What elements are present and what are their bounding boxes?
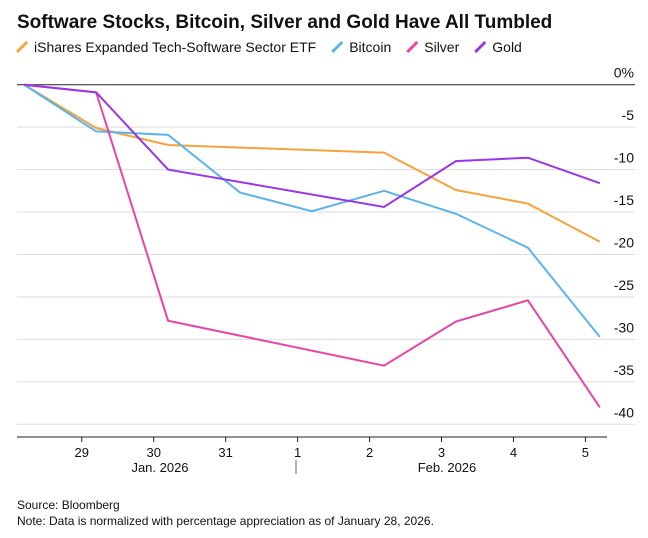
source: Source: Bloomberg <box>17 498 120 512</box>
x-tick-label: 1 <box>294 445 301 460</box>
y-tick-label: -25 <box>614 277 634 293</box>
y-tick-label: -40 <box>614 404 634 420</box>
legend-swatch <box>406 40 419 54</box>
y-tick-label: -20 <box>614 235 634 251</box>
y-tick-label: -10 <box>614 150 634 166</box>
legend-swatch <box>331 40 344 54</box>
chart-title: Software Stocks, Bitcoin, Silver and Gol… <box>17 12 552 33</box>
y-tick-label: 0% <box>614 65 634 81</box>
legend-swatch <box>474 40 487 54</box>
x-tick-label: 29 <box>75 445 89 460</box>
legend-swatch <box>15 40 29 54</box>
note: Note: Data is normalized with percentage… <box>17 514 434 528</box>
series-line <box>23 83 601 338</box>
month-label: Feb. 2026 <box>418 460 477 475</box>
y-tick-label: -15 <box>614 192 634 208</box>
x-tick-label: 31 <box>218 445 232 460</box>
x-tick-label: 3 <box>438 445 445 460</box>
legend-label: Silver <box>424 39 459 55</box>
x-tick-label: 5 <box>582 445 589 460</box>
series-line <box>24 83 601 408</box>
x-tick-label: 2 <box>366 445 373 460</box>
y-tick-label: -35 <box>614 362 634 378</box>
series-line <box>23 83 601 243</box>
legend-label: Bitcoin <box>349 39 391 55</box>
legend-label: Gold <box>492 39 522 55</box>
series-line <box>24 83 601 209</box>
y-tick-label: -30 <box>614 319 634 335</box>
month-label: Jan. 2026 <box>131 460 188 475</box>
x-tick-label: 4 <box>510 445 517 460</box>
x-tick-label: 30 <box>146 445 160 460</box>
legend-label: iShares Expanded Tech-Software Sector ET… <box>34 39 316 55</box>
y-tick-label: -5 <box>622 107 635 123</box>
